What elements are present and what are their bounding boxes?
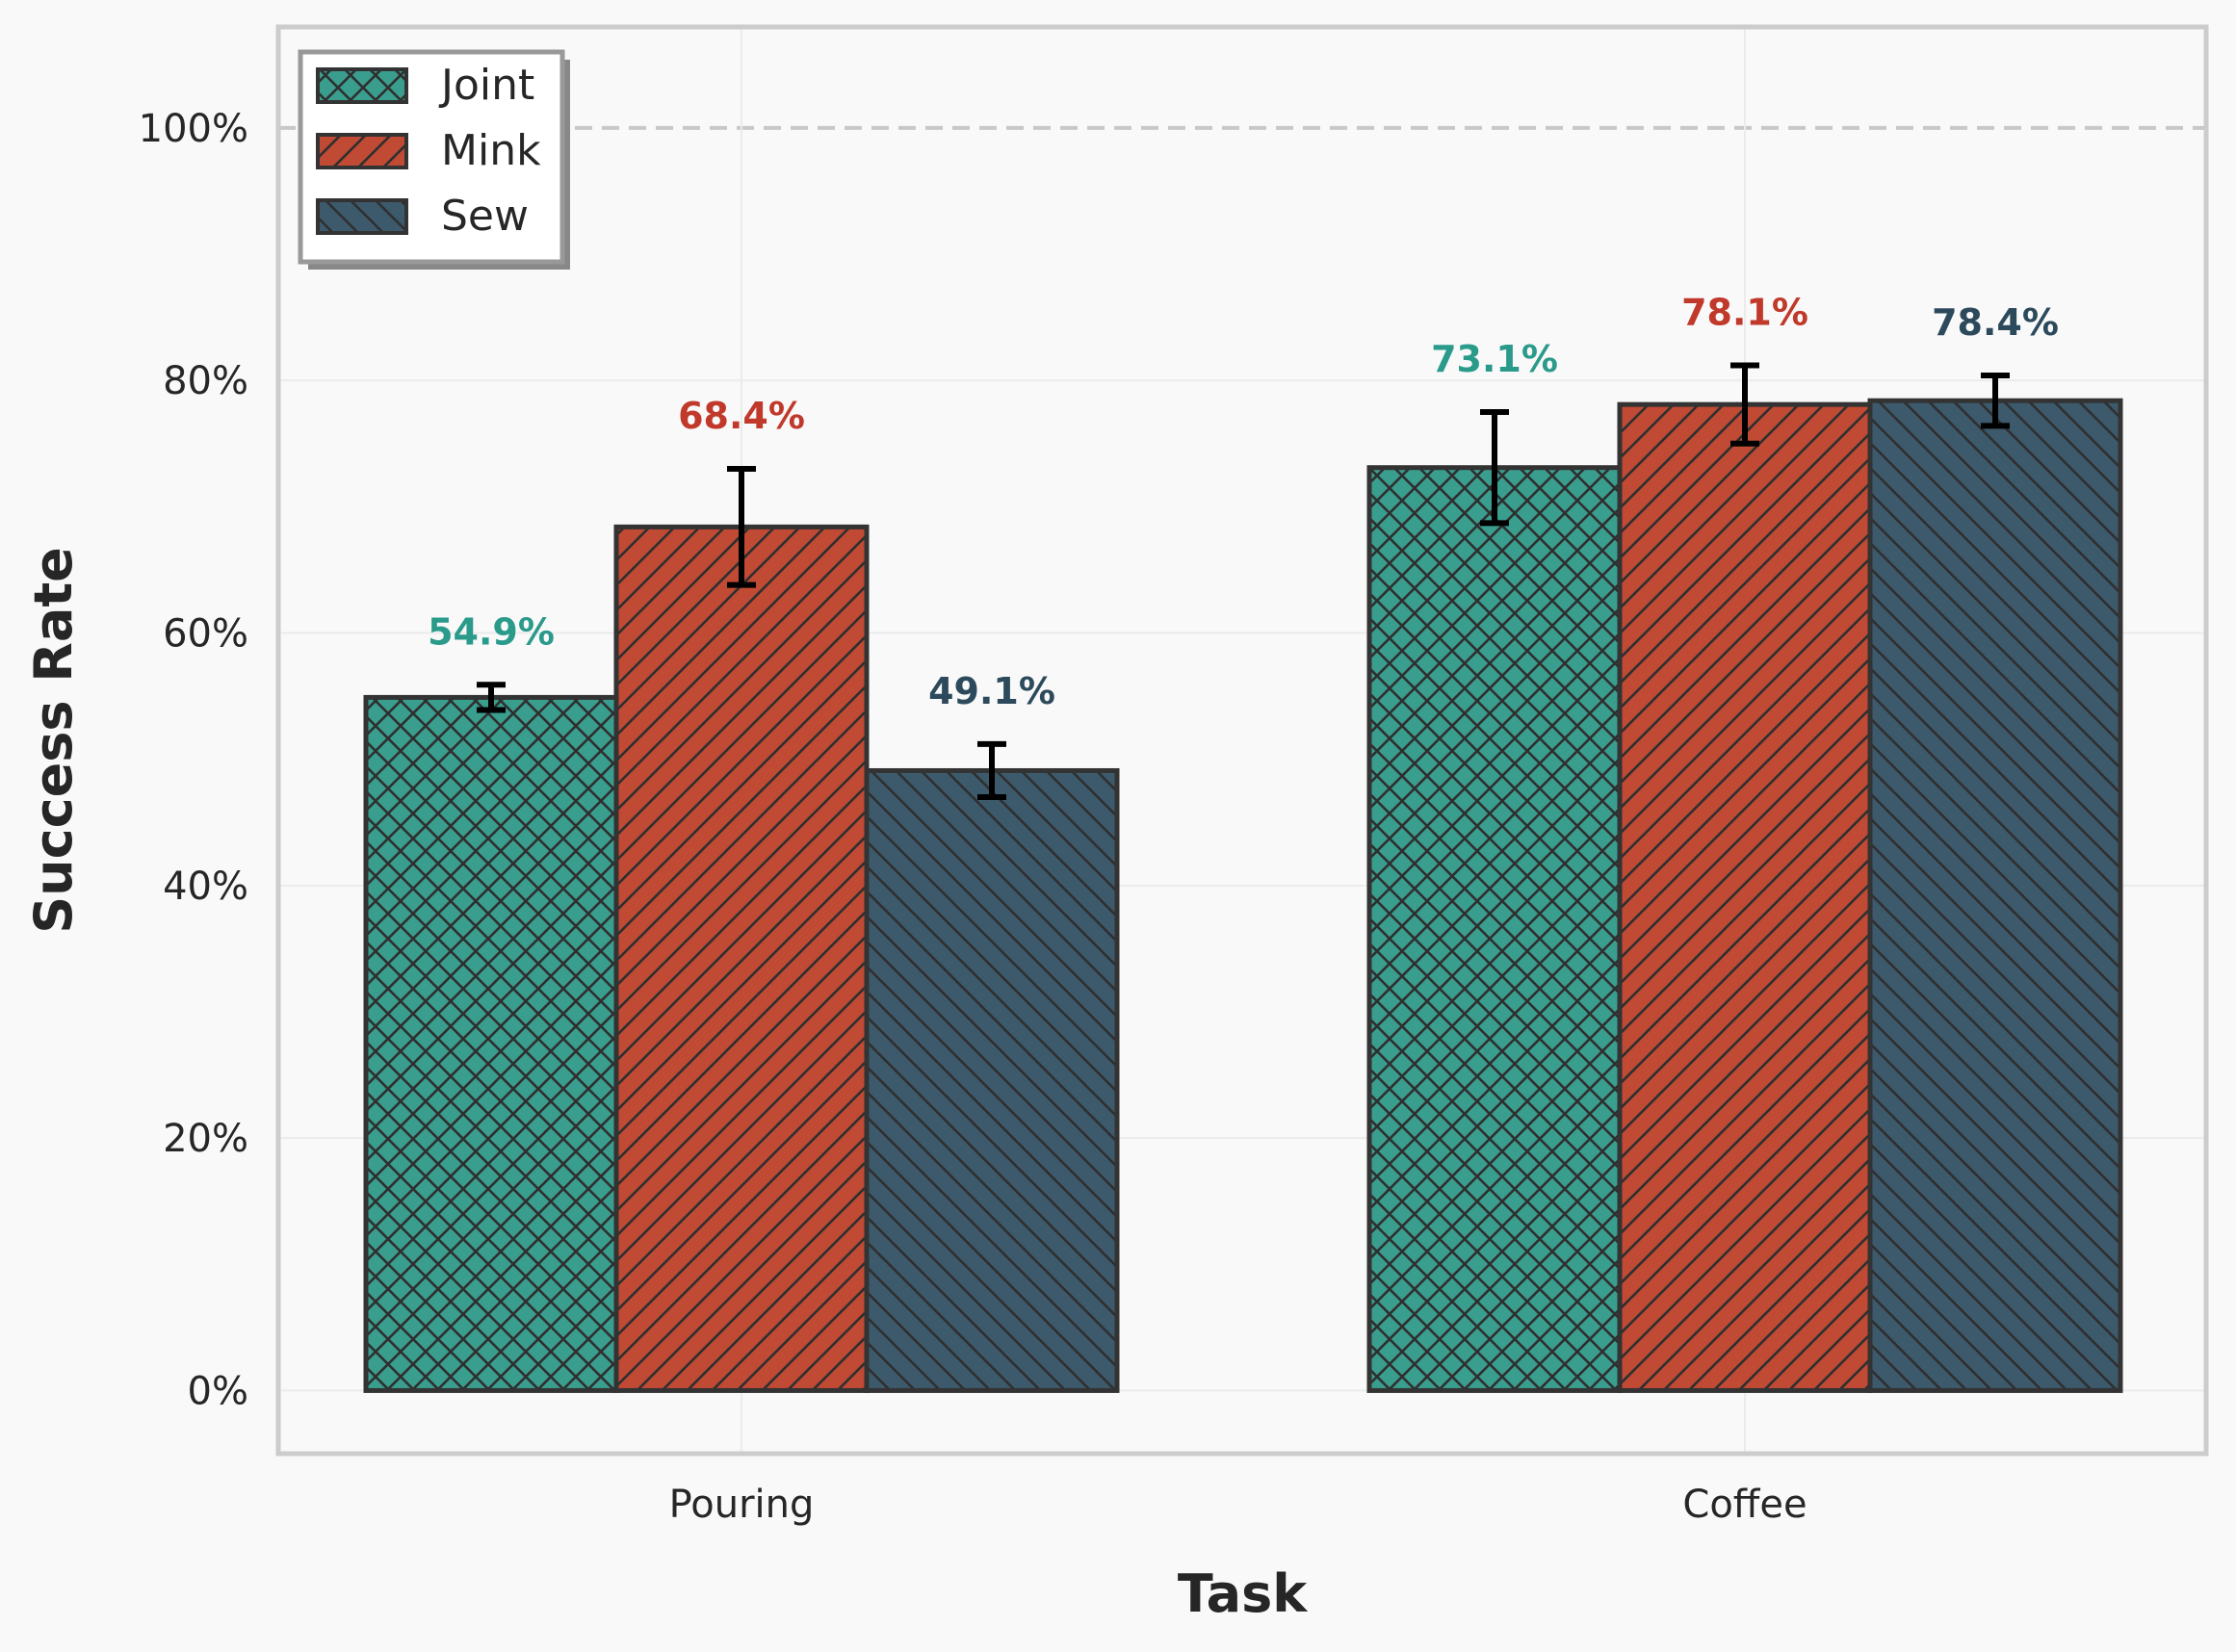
legend-item-mink: Mink: [316, 126, 541, 175]
bar-sew-pouring: [864, 767, 1120, 1393]
legend-item-sew: Sew: [316, 192, 529, 241]
bars: [363, 398, 2123, 1393]
value-label-joint-coffee: 73.1%: [1431, 338, 1558, 380]
y-tick-label: 20%: [163, 1117, 248, 1161]
bar-hatch: [1366, 465, 1623, 1393]
error-bar-sew-coffee: [1981, 372, 2010, 429]
bar-hatch: [1867, 398, 2123, 1393]
error-bar-joint-coffee: [1480, 409, 1509, 527]
legend: Joint Mink Sew: [298, 49, 565, 265]
value-label-sew-pouring: 49.1%: [928, 670, 1055, 712]
legend-label: Sew: [441, 192, 529, 241]
bar-joint-coffee: [1366, 465, 1623, 1393]
value-labels: 54.9% 73.1% 68.4% 78.1% 49.1% 78.4%: [428, 291, 2059, 711]
error-bar-joint-pouring: [477, 682, 506, 713]
error-bars: [477, 362, 2010, 801]
x-tick-label: Pouring: [669, 1483, 815, 1527]
y-axis-title: Success Rate: [23, 547, 84, 934]
y-tick-label: 60%: [163, 612, 248, 657]
bar-hatch: [1617, 401, 1873, 1393]
value-label-mink-coffee: 78.1%: [1681, 291, 1808, 333]
y-tick-label: 80%: [163, 359, 248, 403]
legend-swatch: [316, 133, 408, 169]
value-label-joint-pouring: 54.9%: [428, 610, 555, 653]
x-tick-label: Coffee: [1682, 1483, 1807, 1527]
bar-hatch: [613, 524, 870, 1393]
legend-label: Joint: [438, 61, 534, 110]
y-axis-ticks: 0% 20% 40% 60% 80% 100%: [139, 107, 248, 1414]
legend-label: Mink: [441, 126, 541, 175]
legend-swatch: [316, 198, 408, 235]
y-tick-label: 0%: [188, 1369, 248, 1413]
y-tick-label: 100%: [139, 107, 248, 151]
x-axis-title: Task: [1178, 1563, 1308, 1624]
error-bar-mink-pouring: [727, 466, 756, 588]
bar-mink-coffee: [1617, 401, 1873, 1393]
value-label-mink-pouring: 68.4%: [678, 395, 805, 437]
legend-swatch: [316, 67, 408, 104]
value-label-sew-coffee: 78.4%: [1932, 301, 2059, 344]
x-axis-ticks: Pouring Coffee: [669, 1483, 1807, 1527]
bar-mink-pouring: [613, 524, 870, 1393]
legend-item-joint: Joint: [316, 61, 534, 110]
bar-joint-pouring: [363, 694, 619, 1393]
bar-sew-coffee: [1867, 398, 2123, 1393]
plot-frame: [275, 24, 2209, 1457]
bar-hatch: [864, 767, 1120, 1393]
y-tick-label: 40%: [163, 865, 248, 909]
error-bar-sew-pouring: [977, 740, 1006, 801]
error-bar-mink-coffee: [1730, 362, 1759, 447]
bar-hatch: [363, 694, 619, 1393]
